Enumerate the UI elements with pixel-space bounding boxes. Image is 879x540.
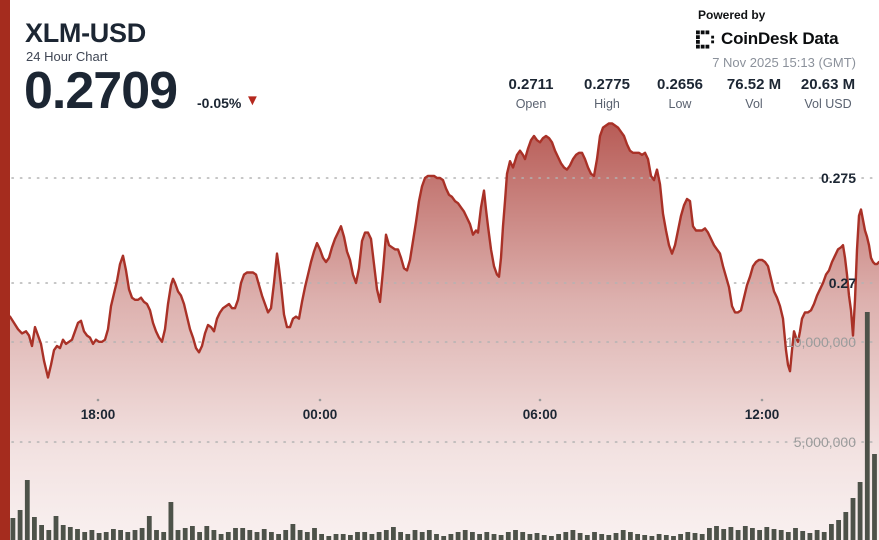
stat-volume-usd-value: 20.63 M bbox=[800, 76, 856, 93]
x-axis-label-1200: 12:00 bbox=[744, 407, 780, 422]
y-axis-volume-label-5m: 5,000,000 bbox=[793, 434, 856, 450]
stat-open-label: Open bbox=[515, 97, 547, 111]
stat-volume-usd: 20.63 M Vol USD bbox=[788, 76, 868, 111]
stat-low-value: 0.2656 bbox=[657, 76, 703, 93]
stat-open: 0.2711 Open bbox=[491, 76, 571, 111]
x-axis-label-0600: 06:00 bbox=[522, 407, 558, 422]
stat-volume-usd-label: Vol USD bbox=[804, 97, 852, 111]
dotted-gridlines bbox=[11, 177, 878, 443]
price-change-percent: -0.05% bbox=[197, 95, 242, 111]
symbol-title: XLM-USD bbox=[25, 18, 146, 48]
stat-open-value: 0.2711 bbox=[508, 76, 554, 93]
stat-high: 0.2775 High bbox=[567, 76, 647, 111]
powered-by-label: Powered by bbox=[698, 8, 766, 22]
price-down-triangle-icon: ▼ bbox=[245, 92, 260, 109]
x-axis-tick-dots bbox=[96, 398, 764, 402]
volume-bars bbox=[10, 312, 877, 540]
y-axis-price-label-0275: 0.275 bbox=[820, 170, 856, 186]
chart-subtitle: 24 Hour Chart bbox=[26, 49, 108, 64]
price-line bbox=[8, 122, 879, 379]
y-axis-volume-label-10m: 10,000,000 bbox=[785, 334, 856, 350]
coindesk-brand-link[interactable]: CoinDesk Data bbox=[696, 29, 856, 49]
stat-low-label: Low bbox=[668, 97, 692, 111]
left-accent-bar bbox=[0, 0, 10, 540]
chart-timestamp: 7 Nov 2025 15:13 (GMT) bbox=[712, 55, 856, 70]
stat-volume-label: Vol bbox=[745, 97, 763, 111]
stat-low: 0.2656 Low bbox=[640, 76, 720, 111]
powered-by-block: Powered by CoinDesk Data 7 Nov 2025 15:1… bbox=[696, 8, 856, 70]
stat-high-label: High bbox=[594, 97, 620, 111]
stat-high-value: 0.2775 bbox=[584, 76, 630, 93]
coindesk-logo-icon bbox=[696, 29, 715, 49]
x-axis-label-0000: 00:00 bbox=[302, 407, 338, 422]
stat-volume-value: 76.52 M bbox=[726, 76, 782, 93]
current-price: 0.2709 bbox=[24, 62, 178, 120]
y-axis-price-label-027: 0.27 bbox=[828, 275, 856, 291]
x-axis-label-1800: 18:00 bbox=[80, 407, 116, 422]
price-area-fill bbox=[10, 123, 879, 540]
coindesk-brand-name: CoinDesk Data bbox=[721, 29, 839, 48]
stat-volume: 76.52 M Vol bbox=[714, 76, 794, 111]
